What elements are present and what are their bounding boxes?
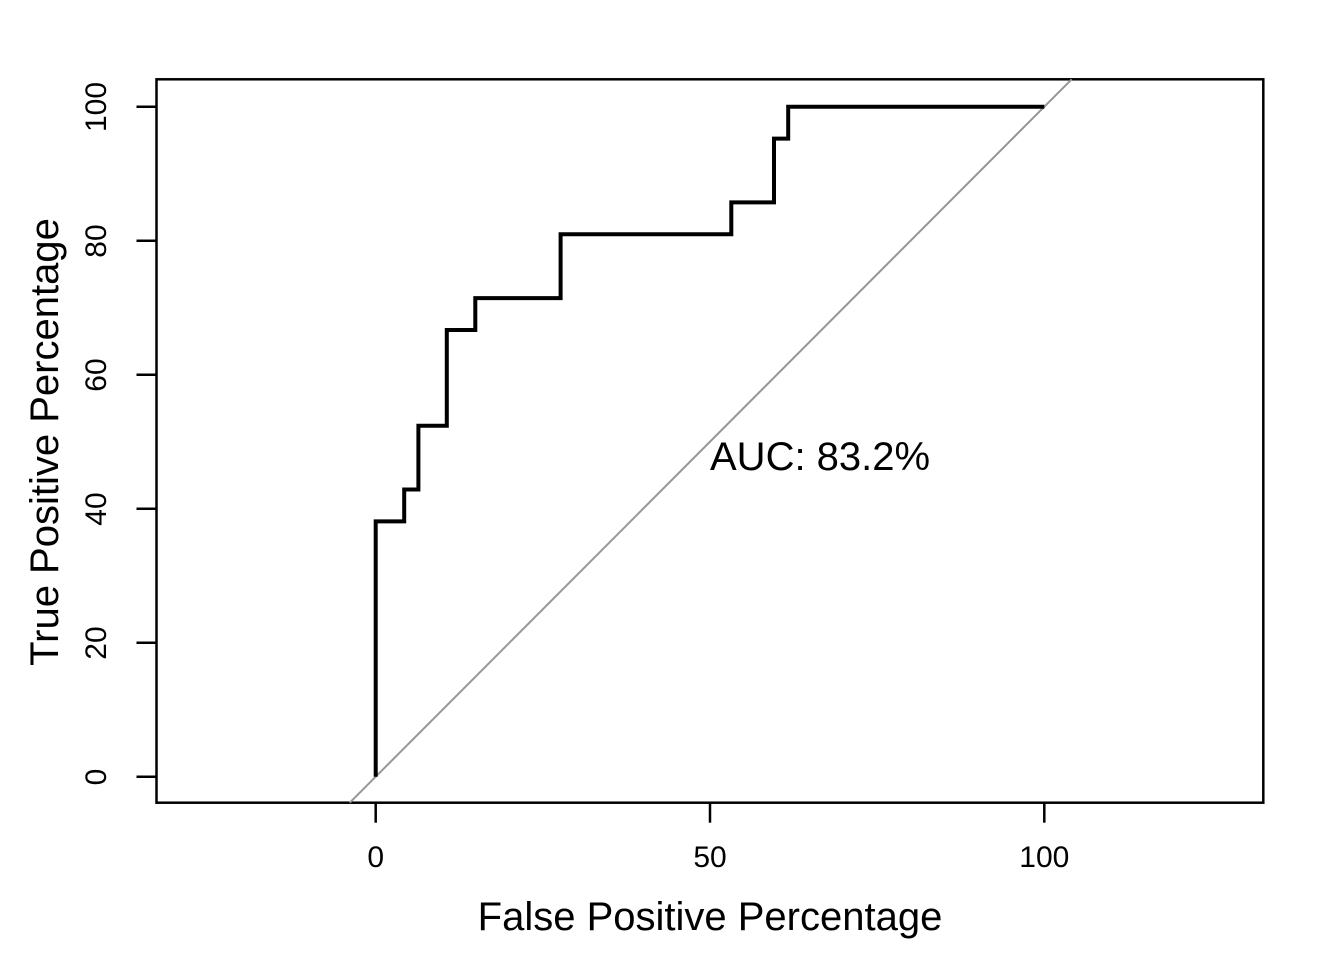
y-tick-label: 60 (80, 358, 113, 392)
auc-annotation: AUC: 83.2% (710, 434, 931, 479)
y-tick-label: 20 (80, 626, 113, 660)
y-tick-label: 100 (80, 81, 113, 132)
roc-curve (373, 104, 1045, 777)
x-tick-label: 0 (367, 841, 385, 874)
x-tick-label: 50 (693, 841, 727, 874)
y-tick-label: 40 (80, 492, 113, 526)
y-axis-title: True Positive Percentage (23, 218, 67, 666)
y-tick-label: 80 (80, 224, 113, 258)
x-axis-title: False Positive Percentage (477, 895, 943, 939)
x-tick-label: 100 (1019, 841, 1070, 874)
y-tick-label: 0 (80, 768, 113, 786)
chance-diagonal-line (349, 78, 1073, 804)
